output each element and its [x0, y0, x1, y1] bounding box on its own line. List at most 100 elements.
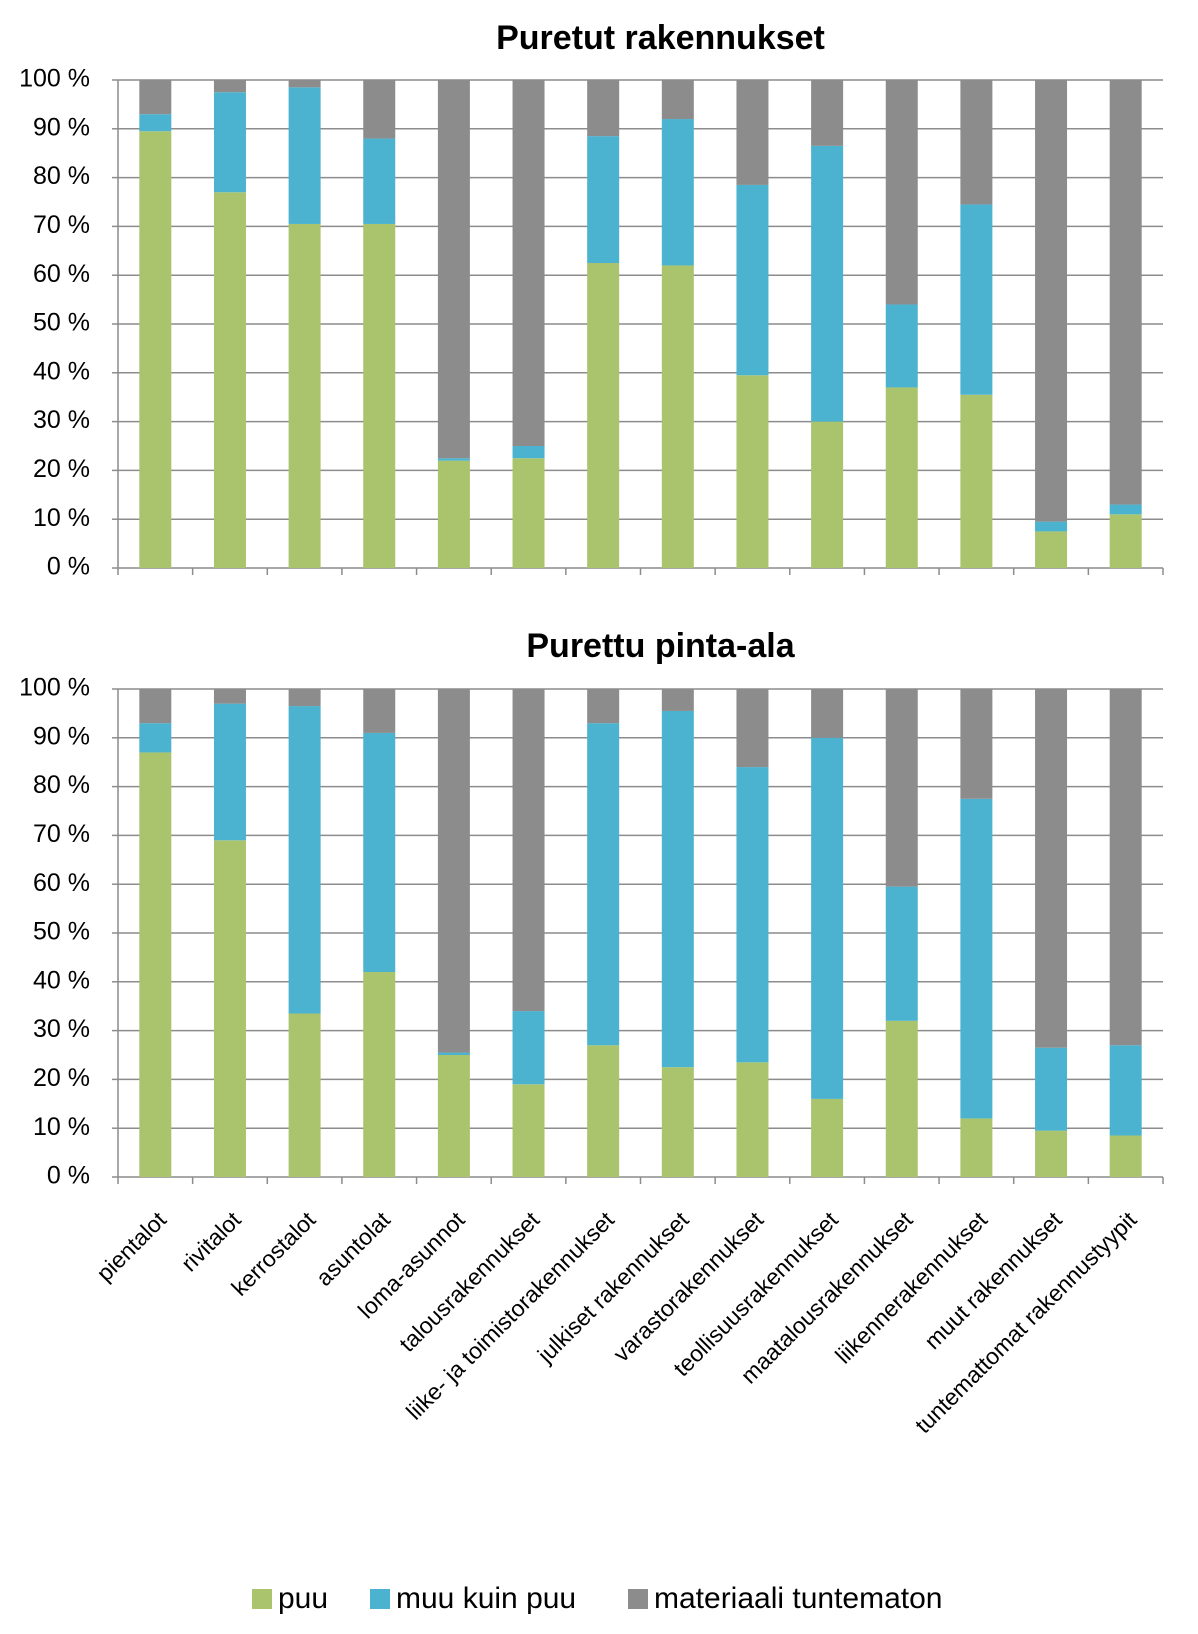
bar-puu-asuntolat	[363, 972, 396, 1177]
bar-materiaali-tuntematon-maatalousrakennukset	[885, 80, 918, 305]
bar-muu-kuin-puu-tuntemattomat-rakennustyypit	[1109, 1045, 1142, 1136]
bar-puu-rivitalot	[213, 840, 246, 1177]
x-category-label: pientalot	[91, 1206, 171, 1286]
bar-puu-liikennerakennukset	[960, 1118, 993, 1177]
bar-muu-kuin-puu-varastorakennukset	[736, 767, 769, 1063]
bar-materiaali-tuntematon-asuntolat	[363, 689, 396, 733]
bar-puu-loma-asunnot	[437, 460, 470, 568]
y-tick-label: 80 %	[33, 162, 90, 190]
y-tick-label: 40 %	[33, 966, 90, 994]
bar-puu-talousrakennukset	[512, 1084, 545, 1177]
bar-puu-maatalousrakennukset	[885, 387, 918, 568]
chart-title: Purettu pinta-ala	[526, 627, 795, 665]
bar-muu-kuin-puu-liike-ja-toimistorakennukset	[587, 723, 620, 1046]
bar-muu-kuin-puu-muut-rakennukset	[1035, 521, 1068, 532]
bar-muu-kuin-puu-maatalousrakennukset	[885, 886, 918, 1021]
bar-puu-kerrostalot	[288, 1013, 321, 1177]
bar-puu-teollisuusrakennukset	[811, 421, 844, 568]
bar-materiaali-tuntematon-maatalousrakennukset	[885, 689, 918, 887]
bar-muu-kuin-puu-loma-asunnot	[437, 458, 470, 461]
bar-materiaali-tuntematon-liikennerakennukset	[960, 689, 993, 799]
bar-materiaali-tuntematon-muut-rakennukset	[1035, 689, 1068, 1048]
bar-puu-julkiset-rakennukset	[661, 1067, 694, 1177]
bar-materiaali-tuntematon-rivitalot	[213, 80, 246, 93]
bar-materiaali-tuntematon-asuntolat	[363, 80, 396, 139]
bar-muu-kuin-puu-loma-asunnot	[437, 1052, 470, 1055]
chart-panel-puretut-rakennukset: Puretut rakennukset 0 % 10 % 20 % 30 % 40 % 50…	[19, 19, 1164, 581]
bar-muu-kuin-puu-liikennerakennukset	[960, 798, 993, 1119]
y-tick-label: 10 %	[33, 1113, 90, 1141]
bar-materiaali-tuntematon-loma-asunnot	[437, 80, 470, 459]
bar-puu-loma-asunnot	[437, 1055, 470, 1177]
y-tick-label: 90 %	[33, 722, 90, 750]
bar-muu-kuin-puu-muut-rakennukset	[1035, 1047, 1068, 1131]
bar-puu-teollisuusrakennukset	[811, 1098, 844, 1177]
bar-materiaali-tuntematon-liikennerakennukset	[960, 80, 993, 205]
bar-puu-tuntemattomat-rakennustyypit	[1109, 514, 1142, 568]
bar-materiaali-tuntematon-rivitalot	[213, 689, 246, 704]
bar-materiaali-tuntematon-varastorakennukset	[736, 689, 769, 768]
y-tick-label: 30 %	[33, 406, 90, 434]
chart-title: Puretut rakennukset	[496, 19, 825, 57]
bar-materiaali-tuntematon-muut-rakennukset	[1035, 80, 1068, 522]
y-tick-label: 30 %	[33, 1015, 90, 1043]
bar-materiaali-tuntematon-pientalot	[139, 80, 172, 115]
y-tick-label: 0 %	[47, 553, 90, 581]
bar-muu-kuin-puu-kerrostalot	[288, 87, 321, 224]
legend-label: puu	[278, 1582, 328, 1615]
bar-muu-kuin-puu-asuntolat	[363, 732, 396, 973]
y-tick-label: 70 %	[33, 211, 90, 239]
bar-puu-tuntemattomat-rakennustyypit	[1109, 1135, 1142, 1177]
bar-muu-kuin-puu-pientalot	[139, 114, 172, 132]
y-tick-label: 40 %	[33, 357, 90, 385]
bar-materiaali-tuntematon-kerrostalot	[288, 689, 321, 707]
y-tick-label: 10 %	[33, 504, 90, 532]
bar-materiaali-tuntematon-loma-asunnot	[437, 689, 470, 1053]
bar-muu-kuin-puu-varastorakennukset	[736, 184, 769, 376]
bar-puu-liike-ja-toimistorakennukset	[587, 263, 620, 568]
bar-materiaali-tuntematon-teollisuusrakennukset	[811, 689, 844, 738]
y-tick-label: 0 %	[47, 1162, 90, 1190]
y-tick-label: 90 %	[33, 113, 90, 141]
bar-puu-liike-ja-toimistorakennukset	[587, 1045, 620, 1177]
bar-materiaali-tuntematon-tuntemattomat-rakennustyypit	[1109, 689, 1142, 1046]
bar-materiaali-tuntematon-tuntemattomat-rakennustyypit	[1109, 80, 1142, 505]
bar-puu-pientalot	[139, 131, 172, 569]
y-tick-label: 20 %	[33, 455, 90, 483]
bar-puu-varastorakennukset	[736, 1062, 769, 1177]
y-tick-label: 80 %	[33, 771, 90, 799]
bar-materiaali-tuntematon-teollisuusrakennukset	[811, 80, 844, 146]
bar-materiaali-tuntematon-julkiset-rakennukset	[661, 689, 694, 711]
bar-muu-kuin-puu-rivitalot	[213, 92, 246, 193]
bar-materiaali-tuntematon-liike-ja-toimistorakennukset	[587, 689, 620, 724]
bar-materiaali-tuntematon-varastorakennukset	[736, 80, 769, 185]
y-tick-label: 100 %	[19, 65, 90, 93]
bar-muu-kuin-puu-julkiset-rakennukset	[661, 119, 694, 266]
bar-muu-kuin-puu-liikennerakennukset	[960, 204, 993, 395]
legend-swatch-puu	[252, 1589, 272, 1609]
bar-muu-kuin-puu-kerrostalot	[288, 706, 321, 1014]
category-labels: pientalot rivitalotkerrostalotasuntolatlo…	[91, 1206, 1142, 1438]
legend-swatch-materiaali-tuntematon	[628, 1589, 648, 1609]
legend: puu muu kuin puu materiaali tuntematon	[252, 1582, 943, 1615]
bar-puu-muut-rakennukset	[1035, 1130, 1068, 1177]
bar-muu-kuin-puu-talousrakennukset	[512, 1011, 545, 1085]
bar-muu-kuin-puu-pientalot	[139, 723, 172, 753]
bar-puu-muut-rakennukset	[1035, 531, 1068, 568]
bar-muu-kuin-puu-asuntolat	[363, 138, 396, 224]
y-tick-label: 70 %	[33, 820, 90, 848]
x-category-label: rivitalot	[176, 1206, 246, 1276]
bar-puu-pientalot	[139, 752, 172, 1177]
y-tick-label: 50 %	[33, 309, 90, 337]
legend-swatch-muu-kuin-puu	[370, 1589, 390, 1609]
y-tick-label: 50 %	[33, 918, 90, 946]
legend-label: materiaali tuntematon	[654, 1582, 943, 1615]
bar-puu-maatalousrakennukset	[885, 1020, 918, 1177]
x-category-label: talousrakennukset	[394, 1206, 545, 1357]
y-tick-label: 60 %	[33, 869, 90, 897]
bar-puu-julkiset-rakennukset	[661, 265, 694, 568]
bar-materiaali-tuntematon-kerrostalot	[288, 80, 321, 88]
bar-puu-varastorakennukset	[736, 375, 769, 568]
x-category-label: muut rakennukset	[919, 1206, 1067, 1354]
